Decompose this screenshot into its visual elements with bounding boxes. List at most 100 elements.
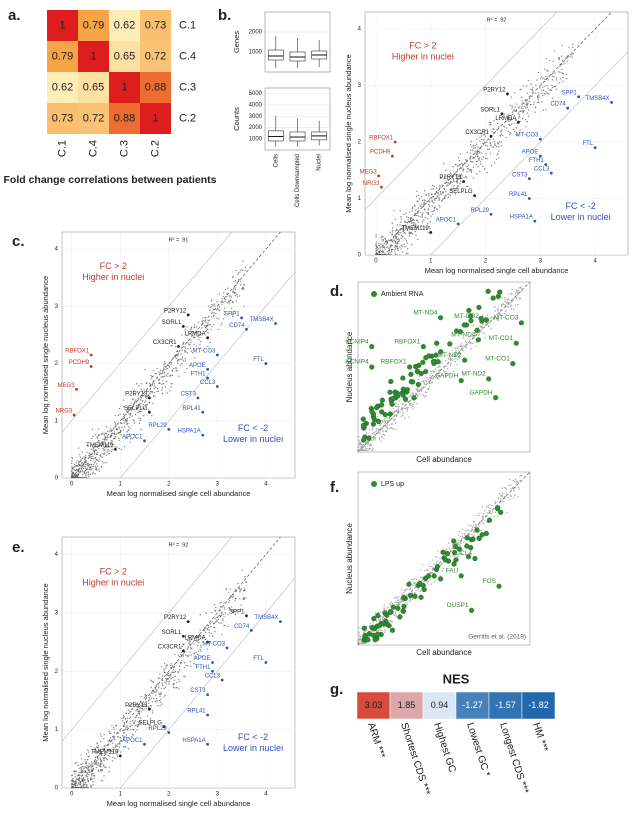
background-point: [425, 569, 428, 571]
box: [267, 49, 284, 61]
background-point: [375, 246, 378, 248]
background-point: [197, 650, 200, 652]
background-point: [184, 371, 186, 373]
background-point: [506, 494, 508, 496]
background-point: [400, 221, 402, 223]
background-point: [136, 703, 138, 706]
background-point: [219, 615, 222, 618]
background-point: [368, 625, 370, 627]
background-point: [78, 776, 81, 779]
background-point: [431, 184, 434, 187]
cell-label: 0.88: [145, 81, 166, 93]
background-point: [132, 419, 134, 421]
background-point: [111, 429, 113, 431]
background-point: [389, 620, 392, 622]
heat-cell: [78, 72, 109, 103]
background-point: [399, 232, 401, 234]
background-point: [216, 616, 218, 619]
background-point: [437, 366, 440, 368]
background-point: [428, 385, 431, 388]
background-point: [448, 175, 450, 178]
background-point: [116, 755, 119, 758]
background-point: [549, 89, 551, 91]
background-point: [79, 471, 81, 474]
background-point: [572, 52, 574, 55]
background-point: [117, 751, 119, 753]
background-point: [190, 328, 192, 331]
background-point: [94, 747, 97, 749]
background-point: [392, 248, 394, 251]
background-point: [154, 395, 156, 397]
background-point: [161, 373, 163, 375]
background-point: [458, 165, 460, 167]
background-point: [114, 437, 116, 439]
highlight-point: [485, 288, 491, 294]
background-point: [496, 142, 499, 144]
background-point: [93, 453, 96, 455]
background-point: [413, 219, 416, 221]
background-point: [394, 248, 397, 250]
gene-point: [89, 365, 93, 368]
background-point: [198, 338, 200, 341]
gene-point: [181, 324, 185, 328]
background-point: [235, 284, 237, 287]
background-point: [486, 322, 488, 324]
background-point: [366, 449, 368, 451]
background-point: [427, 213, 430, 215]
background-point: [373, 431, 375, 434]
background-point: [147, 722, 149, 725]
background-point: [476, 150, 479, 153]
background-point: [123, 722, 126, 725]
background-point: [400, 415, 403, 417]
background-point: [459, 164, 462, 166]
background-point: [499, 134, 502, 136]
background-point: [438, 375, 441, 377]
background-point: [498, 157, 500, 159]
background-point: [165, 374, 167, 376]
background-point: [151, 384, 154, 386]
background-point: [459, 177, 461, 179]
background-point: [81, 451, 84, 453]
gene-label: KCNIP4: [345, 338, 369, 345]
background-point: [107, 754, 110, 757]
background-point: [96, 437, 99, 440]
background-point: [145, 705, 147, 708]
background-point: [543, 92, 546, 95]
background-point: [460, 344, 462, 346]
background-point: [379, 619, 381, 622]
gene-label: RPL41: [182, 406, 201, 412]
y-tick-label: 5000: [249, 91, 263, 97]
background-point: [97, 769, 100, 771]
background-point: [547, 87, 549, 89]
background-point: [96, 757, 99, 759]
background-point: [195, 326, 198, 328]
background-point: [512, 110, 515, 112]
background-point: [421, 387, 423, 389]
background-point: [472, 335, 475, 337]
background-point: [232, 290, 234, 292]
gene-point: [225, 646, 229, 650]
background-point: [84, 770, 86, 772]
background-point: [381, 427, 384, 430]
background-point: [90, 457, 92, 459]
background-point: [180, 659, 183, 662]
background-point: [498, 141, 501, 143]
background-point: [229, 303, 231, 305]
background-point: [243, 305, 246, 307]
background-point: [429, 228, 431, 230]
background-point: [393, 238, 395, 240]
gene-point: [407, 364, 413, 370]
gene-label: TMSB4X: [250, 317, 274, 323]
background-point: [113, 421, 116, 423]
background-point: [74, 770, 76, 772]
background-point: [82, 762, 84, 765]
background-point: [558, 82, 561, 84]
background-point: [509, 498, 511, 501]
background-point: [81, 461, 83, 464]
background-point: [520, 291, 523, 293]
background-point: [178, 678, 180, 680]
background-point: [558, 59, 560, 61]
background-point: [100, 466, 103, 469]
background-point: [509, 131, 511, 134]
background-point: [466, 151, 469, 154]
